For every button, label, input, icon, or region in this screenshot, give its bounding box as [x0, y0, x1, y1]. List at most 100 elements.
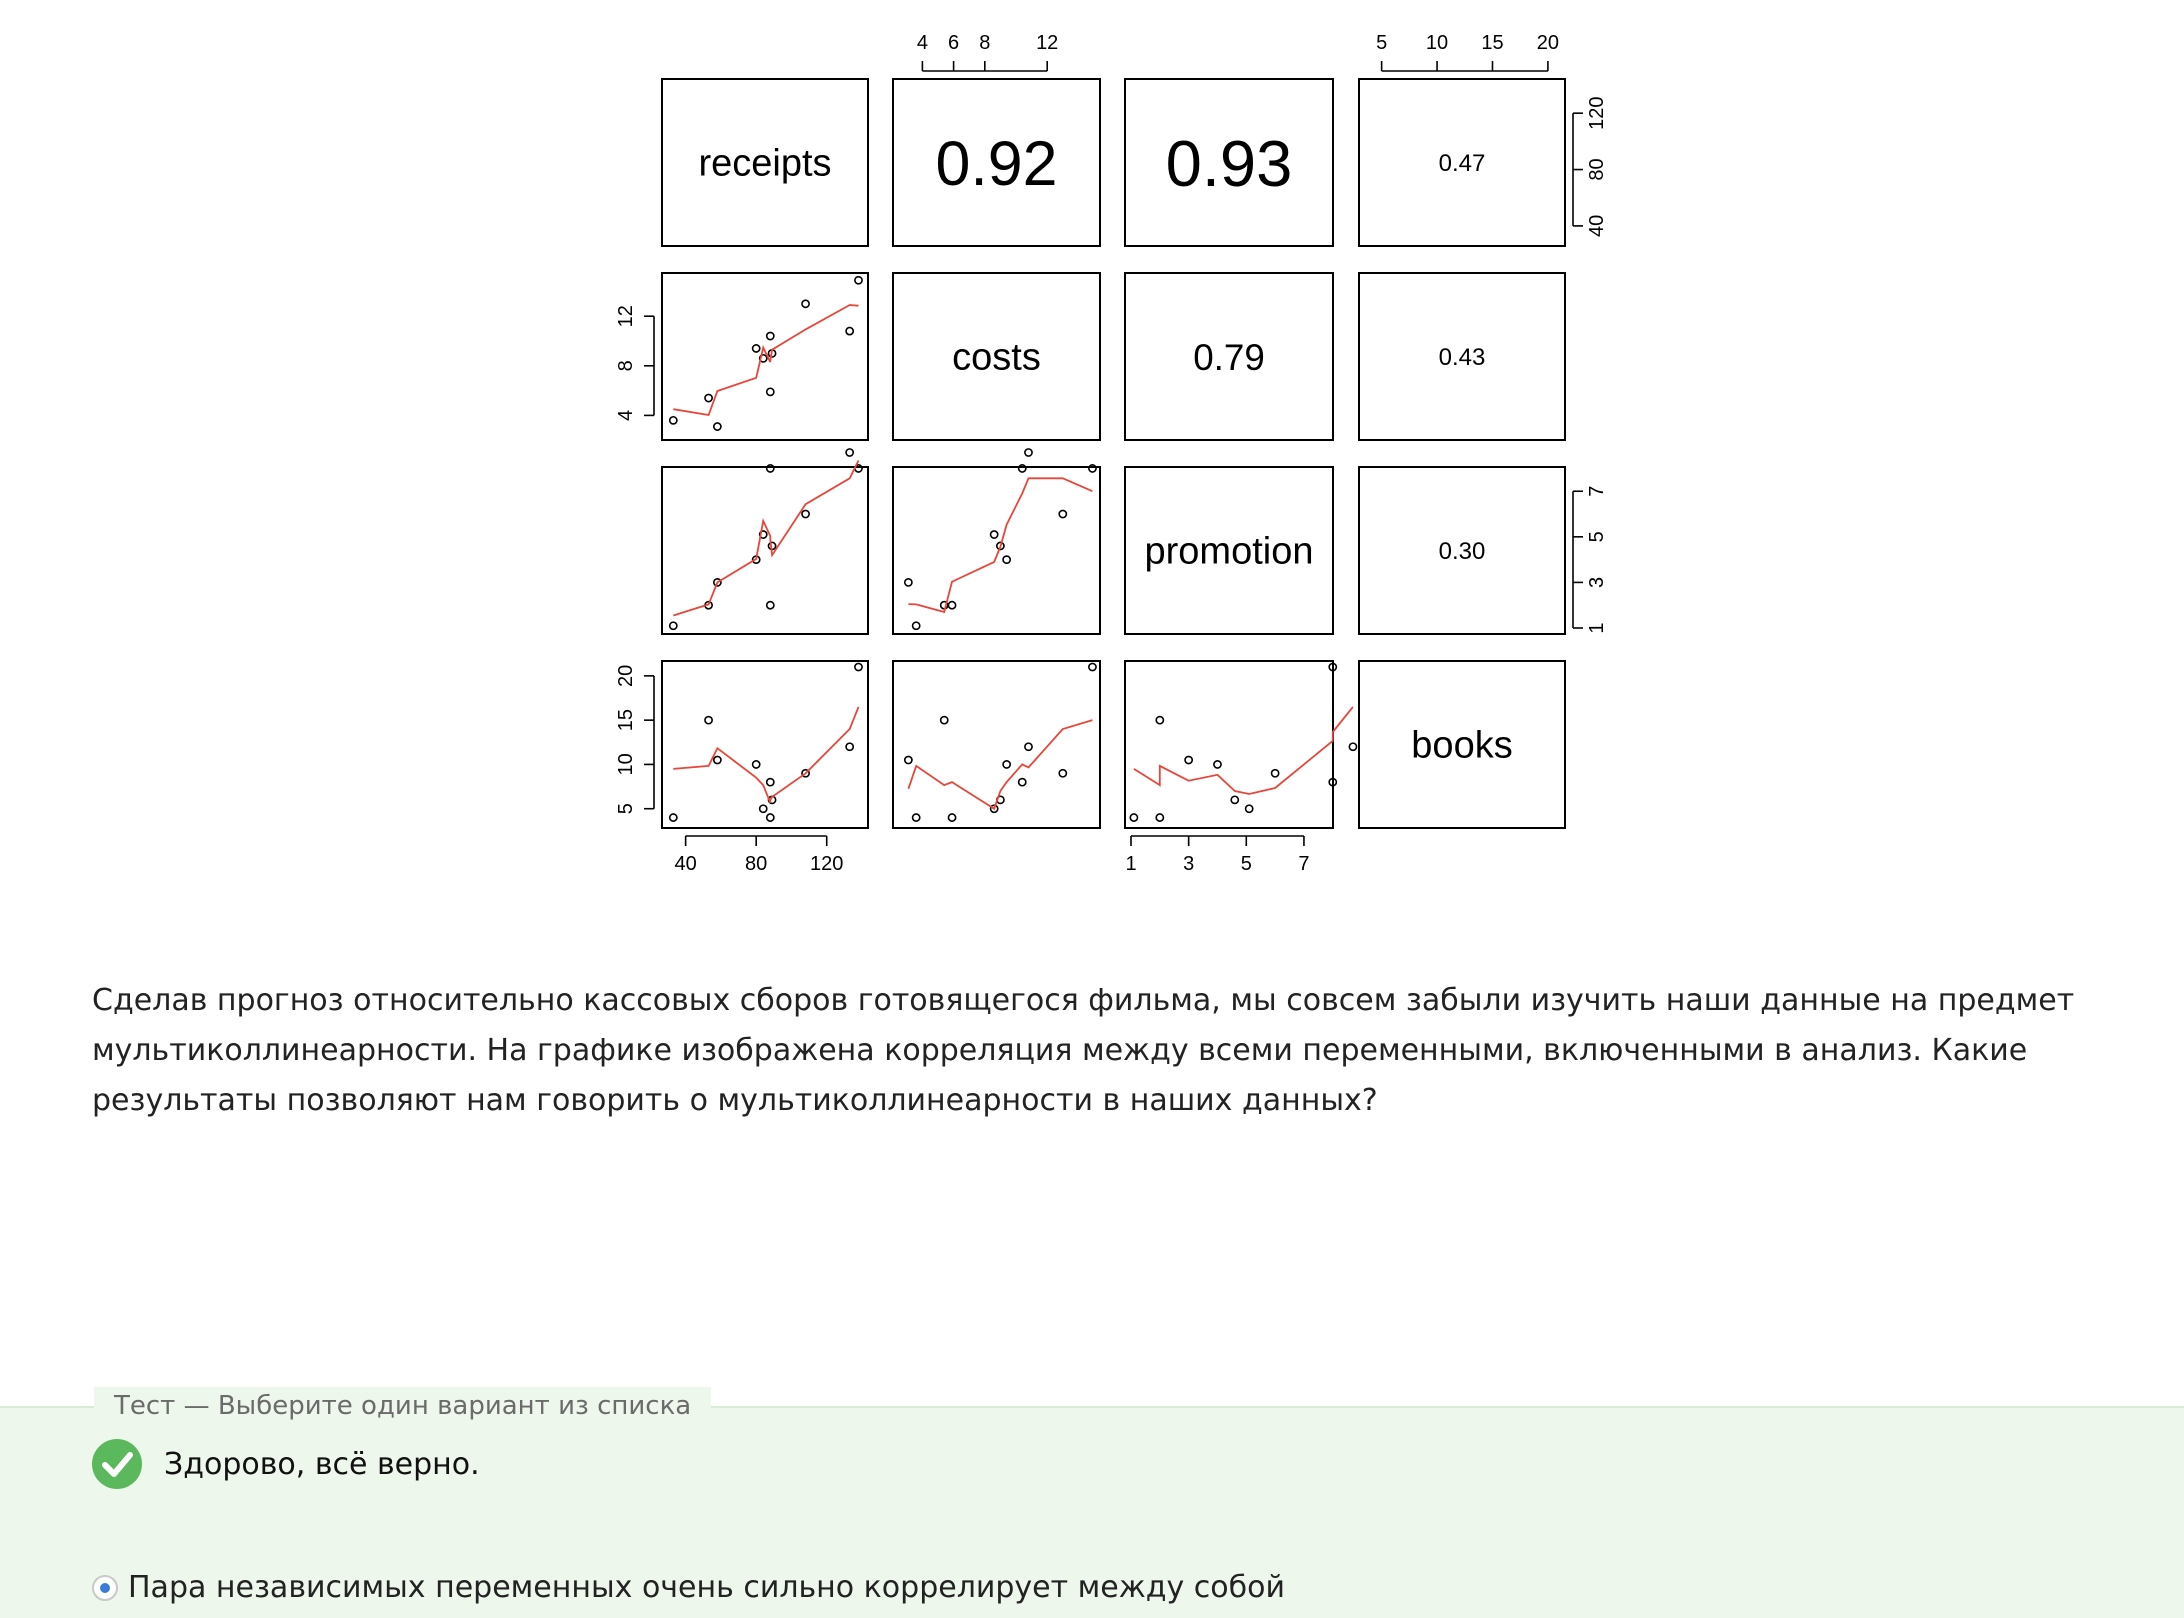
- point-books-costs-0: [903, 755, 913, 765]
- panel-receipts-costs: [892, 78, 1101, 247]
- panel-receipts-books: [1358, 78, 1566, 247]
- tick-label-top-costs-4: 4: [917, 32, 928, 54]
- point-books-receipts-4: [758, 804, 768, 814]
- correlation-costs-promotion: 0.79: [1193, 337, 1265, 378]
- variable-name-receipts: receipts: [698, 143, 831, 185]
- tick-label-right-promotion-5: 5: [1586, 531, 1608, 542]
- correlation-receipts-promotion: 0.93: [1166, 127, 1293, 200]
- point-books-promotion-3: [1184, 755, 1194, 765]
- point-books-receipts-2: [712, 755, 722, 765]
- point-books-costs-10: [1088, 662, 1097, 672]
- point-promotion-costs-5: [996, 541, 1005, 551]
- tick-label-bottom-promotion-3: 3: [1183, 853, 1194, 875]
- point-costs-receipts-10: [854, 275, 863, 285]
- tick-label-top-books-10: 10: [1426, 32, 1448, 54]
- panel-promotion-promotion: [1124, 466, 1334, 635]
- point-books-promotion-10: [1348, 742, 1358, 752]
- panel-costs-promotion: [1124, 272, 1334, 441]
- point-books-promotion-0: [1129, 813, 1139, 822]
- panel-books-receipts: [661, 660, 869, 829]
- panel-promotion-books: [1358, 466, 1566, 635]
- point-books-costs-2: [939, 715, 949, 725]
- question-text: Сделав прогноз относительно кассовых сбо…: [92, 983, 2075, 1118]
- point-books-costs-8: [1024, 742, 1033, 752]
- tick-label-left-costs-12: 12: [615, 305, 637, 327]
- point-books-promotion-6: [1244, 804, 1254, 814]
- point-promotion-costs-1: [911, 621, 921, 631]
- panel-books-promotion: [1124, 660, 1334, 829]
- tick-label-top-costs-8: 8: [979, 32, 990, 54]
- variable-name-costs: costs: [952, 337, 1041, 379]
- smoother-promotion-costs: [908, 477, 1093, 614]
- tick-label-bottom-receipts-40: 40: [675, 853, 697, 875]
- correlation-receipts-costs: 0.92: [935, 129, 1057, 199]
- point-books-receipts-3: [751, 760, 761, 769]
- point-books-costs-3: [947, 813, 957, 822]
- panel-promotion-receipts: [661, 466, 869, 635]
- tick-label-top-costs-12: 12: [1036, 32, 1058, 54]
- point-costs-receipts-9: [845, 326, 855, 336]
- tick-label-top-books-20: 20: [1537, 32, 1559, 54]
- tick-label-bottom-promotion-5: 5: [1241, 853, 1252, 875]
- tick-label-right-receipts-80: 80: [1586, 158, 1608, 180]
- variable-name-books: books: [1411, 725, 1512, 767]
- point-books-receipts-6: [765, 813, 775, 822]
- point-books-promotion-2: [1155, 813, 1165, 822]
- point-costs-receipts-6: [765, 387, 775, 397]
- point-promotion-costs-9: [1058, 509, 1068, 519]
- point-costs-receipts-4: [758, 353, 768, 363]
- panel-books-books: [1358, 660, 1566, 829]
- point-promotion-receipts-9: [845, 448, 855, 457]
- smoother-books-receipts: [673, 706, 860, 804]
- point-books-promotion-7: [1270, 768, 1280, 778]
- radio-button-selected[interactable]: [92, 1574, 118, 1601]
- point-costs-receipts-3: [751, 344, 761, 353]
- tick-label-top-books-15: 15: [1481, 32, 1503, 54]
- point-promotion-costs-4: [989, 530, 999, 539]
- point-books-costs-7: [1017, 777, 1027, 787]
- tick-label-bottom-promotion-7: 7: [1298, 853, 1309, 875]
- feedback-message: Здорово, всё верно.: [92, 1439, 480, 1489]
- smoother-costs-receipts: [673, 304, 859, 417]
- panel-receipts-receipts: [661, 78, 869, 247]
- checkmark-icon: [92, 1439, 142, 1489]
- panel-costs-costs: [892, 272, 1101, 441]
- point-books-promotion-9: [1328, 662, 1338, 672]
- point-books-costs-1: [911, 813, 921, 822]
- answer-option[interactable]: Пара независимых переменных очень сильно…: [92, 1570, 1285, 1605]
- panel-costs-receipts: [661, 272, 869, 441]
- panel-promotion-costs: [892, 466, 1101, 635]
- tick-label-top-costs-6: 6: [948, 32, 959, 54]
- smoother-books-promotion: [1133, 706, 1354, 795]
- tick-label-bottom-receipts-120: 120: [810, 853, 843, 875]
- correlation-costs-books: 0.43: [1439, 344, 1486, 371]
- point-books-promotion-1: [1155, 715, 1165, 725]
- tick-label-right-receipts-120: 120: [1586, 96, 1608, 129]
- correlation-receipts-books: 0.47: [1439, 150, 1486, 177]
- point-books-receipts-0: [668, 813, 678, 822]
- point-costs-receipts-0: [668, 415, 678, 425]
- point-books-receipts-5: [765, 777, 775, 787]
- point-books-promotion-4: [1213, 760, 1222, 769]
- panel-receipts-promotion: [1124, 78, 1334, 247]
- smoother-promotion-receipts: [673, 460, 860, 617]
- tick-label-left-books-15: 15: [615, 709, 637, 731]
- point-books-promotion-5: [1230, 795, 1240, 805]
- tick-label-left-books-10: 10: [615, 753, 637, 775]
- tick-label-right-promotion-7: 7: [1586, 486, 1608, 497]
- radio-dot: [100, 1582, 110, 1593]
- tick-label-right-receipts-40: 40: [1586, 215, 1608, 237]
- point-books-receipts-8: [801, 768, 810, 778]
- point-promotion-costs-7: [1017, 464, 1027, 473]
- point-costs-receipts-2: [712, 422, 722, 431]
- point-books-promotion-8: [1328, 777, 1338, 787]
- tick-label-bottom-promotion-1: 1: [1125, 853, 1136, 875]
- tick-label-left-costs-8: 8: [615, 360, 637, 371]
- point-promotion-receipts-6: [765, 600, 775, 610]
- point-promotion-costs-0: [903, 578, 913, 587]
- point-promotion-costs-10: [1088, 464, 1097, 473]
- quiz-type-label: Тест — Выберите один вариант из списка: [94, 1387, 712, 1425]
- tick-label-right-promotion-1: 1: [1586, 622, 1608, 633]
- point-books-receipts-10: [854, 662, 863, 672]
- panel-costs-books: [1358, 272, 1566, 441]
